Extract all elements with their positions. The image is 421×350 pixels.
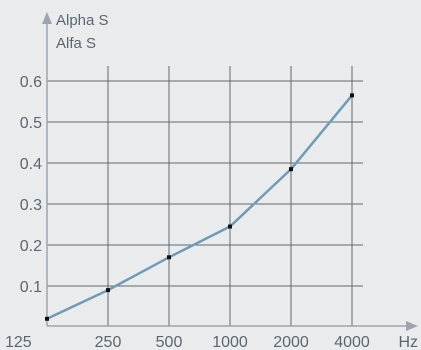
x-tick-label: 1000 — [212, 334, 248, 350]
x-tick-label: 2000 — [273, 334, 309, 350]
data-point — [289, 167, 293, 172]
x-tick-label: 4000 — [334, 334, 370, 350]
data-point — [228, 224, 232, 229]
y-tick-label: 0.3 — [20, 197, 42, 214]
x-tick-label: 125 — [5, 334, 32, 350]
y-tick-label: 0.2 — [20, 238, 42, 255]
y-axis-title-line-2: Alfa S — [56, 35, 96, 52]
data-points — [45, 93, 354, 321]
y-tick-label: 0.5 — [20, 115, 42, 132]
x-tick-label: 250 — [95, 334, 122, 350]
y-axis-arrow — [42, 12, 52, 24]
y-axis-title-line-1: Alpha S — [56, 12, 109, 29]
data-point — [350, 93, 354, 98]
x-axis-title: Hz — [398, 334, 418, 350]
data-point — [45, 316, 49, 321]
x-tick-label: 500 — [156, 334, 183, 350]
axes — [42, 12, 418, 331]
grid — [47, 66, 363, 326]
x-tick-labels: 125 250 500 1000 2000 4000 — [5, 334, 370, 350]
x-axis-arrow — [406, 321, 418, 331]
data-point — [106, 288, 110, 293]
y-tick-label: 0.4 — [20, 156, 42, 173]
series-line — [46, 94, 353, 320]
y-tick-label: 0.6 — [20, 74, 42, 91]
y-tick-label: 0.1 — [20, 279, 42, 296]
y-tick-labels: 0.1 0.2 0.3 0.4 0.5 0.6 — [20, 74, 42, 296]
data-point — [167, 255, 171, 260]
